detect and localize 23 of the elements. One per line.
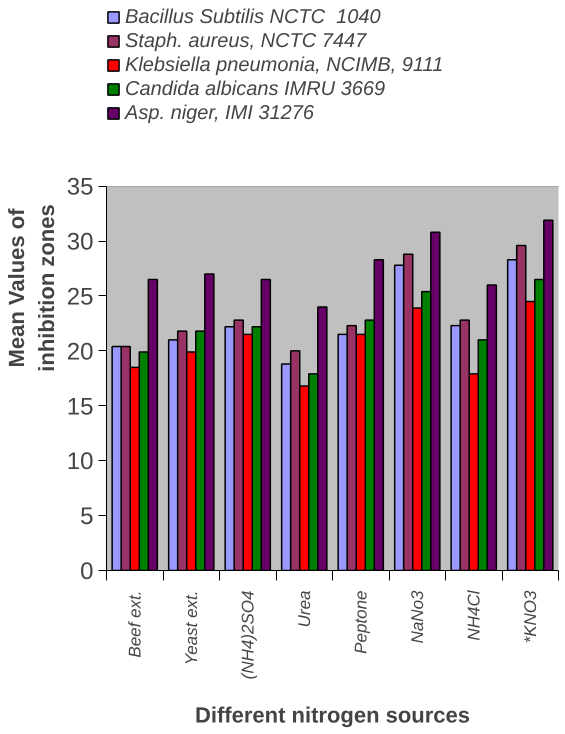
y-tick-label: 25: [66, 283, 94, 310]
y-tick-label: 0: [80, 558, 94, 585]
x-tick-label: Yeast ext.: [182, 590, 201, 666]
y-tick-label: 35: [66, 174, 94, 201]
x-tick-label: Beef ext.: [125, 590, 144, 658]
x-tick-label: Peptone: [351, 590, 370, 654]
legend-label: Bacillus Subtilis NCTC 1040: [125, 5, 381, 29]
legend-label: Candida albicans IMRU 3669: [125, 77, 386, 101]
x-tick-label: NH4Cl: [464, 589, 484, 641]
y-tick-label: 5: [80, 503, 94, 530]
x-axis-title: Different nitrogen sources: [194, 702, 470, 728]
y-tick-label: 30: [66, 228, 94, 256]
y-axis-title: Mean Values of inhibition zones: [4, 204, 59, 372]
y-tick-label: 15: [66, 393, 94, 420]
y-tick-label: 10: [66, 448, 94, 476]
y-tick-label: 20: [66, 338, 94, 366]
legend-label: Staph. aureus, NCTC 7447: [125, 29, 366, 53]
legend-label: Asp. niger, IMI 31276: [125, 101, 314, 125]
x-tick-label: NaNo3: [408, 590, 427, 644]
legend-label: Klebsiella pneumonia, NCIMB, 9111: [125, 53, 444, 77]
x-tick-label: (NH4)2SO4: [238, 590, 258, 680]
x-tick-label: *KNO3: [520, 590, 540, 644]
x-tick-label: Urea: [294, 590, 314, 628]
